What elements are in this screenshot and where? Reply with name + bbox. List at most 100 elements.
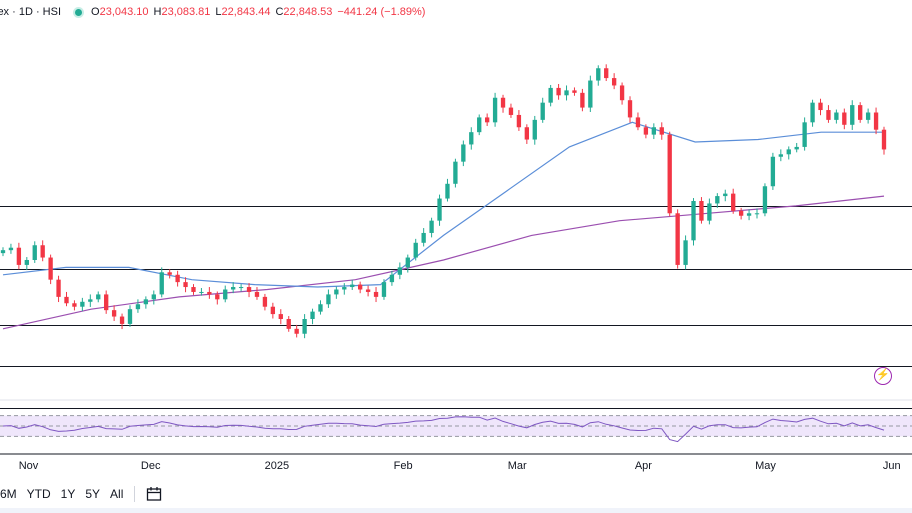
open-value: 23,043.10 [99, 6, 149, 18]
change-value: −441.24 (−1.89%) [337, 6, 426, 18]
candle-body [32, 245, 37, 260]
candle-body [469, 132, 474, 145]
candle-body [770, 156, 776, 187]
candle-body [199, 291, 204, 293]
candle-body [238, 287, 244, 289]
candle-body [405, 257, 410, 268]
candle-body [850, 105, 855, 125]
rsi-pane [0, 399, 912, 455]
range-1y-button[interactable]: 1Y [60, 487, 76, 501]
candle-body [516, 114, 522, 128]
candle-body [175, 274, 180, 283]
range-all-button[interactable]: All [110, 487, 124, 501]
candle-body [40, 245, 45, 258]
candle-body [381, 282, 387, 297]
candle-body [24, 260, 29, 265]
candle-body [135, 304, 141, 310]
candle-body [588, 80, 593, 108]
candle-body [492, 97, 498, 123]
candle-body [80, 301, 85, 307]
candle-body [56, 279, 61, 297]
candle-body [548, 87, 553, 103]
candle-body [651, 127, 656, 135]
candle-body [572, 90, 577, 93]
open-label: O [91, 6, 100, 18]
candle-body [72, 303, 77, 307]
candle-body [826, 110, 831, 120]
candle-body [8, 247, 14, 251]
candle-body [326, 294, 331, 305]
candle-body [421, 232, 426, 243]
range-ytd-button[interactable]: YTD [26, 487, 51, 501]
candle-body [207, 291, 212, 295]
candle-body [167, 272, 172, 275]
candle-body [842, 112, 847, 125]
candle-body [342, 287, 347, 290]
candle-body [532, 119, 537, 140]
x-tick-label: Dec [141, 460, 161, 472]
candle-body [64, 296, 69, 304]
candle-body [334, 289, 339, 295]
ma-slow-line [2, 195, 885, 330]
price-chart[interactable]: Nov Dec 2025 Feb Mar Apr May Jun [0, 0, 912, 480]
candle-body [151, 294, 156, 300]
candle-body [397, 267, 403, 275]
candle-body [873, 112, 879, 130]
candle-body [286, 319, 291, 329]
candle-body [715, 196, 720, 204]
candle-body [731, 193, 736, 211]
x-tick-label: Mar [508, 460, 527, 472]
candle-body [318, 304, 323, 312]
x-tick-label: Nov [19, 460, 39, 472]
calendar-icon[interactable] [145, 485, 163, 503]
x-tick-label: May [755, 460, 776, 472]
candle-body [127, 309, 133, 324]
rsi-line [2, 416, 885, 443]
candle-body [865, 112, 871, 120]
candle-body [794, 146, 799, 150]
candle-body [278, 314, 283, 319]
candle-body [643, 127, 649, 135]
candle-body [143, 299, 149, 305]
candle-body [881, 129, 887, 150]
candle-body [484, 117, 490, 123]
candle-body [508, 107, 514, 115]
candle-body [445, 183, 450, 199]
low-label: L [215, 6, 222, 18]
symbol-title[interactable]: lex · 1D · HSI [0, 6, 62, 18]
candle-body [627, 100, 633, 118]
candle-body [231, 287, 236, 290]
high-value: 23,083.81 [161, 6, 211, 18]
ma-fast-line [2, 121, 884, 288]
candle-body [389, 274, 395, 283]
candle-body [477, 117, 482, 133]
candle-body [556, 87, 561, 96]
low-value: 22,843.44 [221, 6, 271, 18]
candle-body [667, 134, 672, 214]
candle-body [119, 316, 125, 324]
horizontal-levels [0, 206, 912, 409]
candle-body [453, 161, 458, 184]
ma-slow-layer [2, 195, 885, 330]
candle-body [723, 193, 728, 197]
candle-body [675, 213, 680, 265]
candle-body [596, 68, 601, 81]
candle-body [191, 287, 196, 292]
candle-body [429, 220, 434, 233]
candle-body [88, 299, 93, 302]
candle-body [104, 294, 109, 311]
candle-body [413, 242, 418, 258]
range-5y-button[interactable]: 5Y [85, 487, 101, 501]
close-value: 22,848.53 [283, 6, 333, 18]
candle-body [810, 102, 815, 123]
range-toolbar: 6M YTD 1Y 5Y All [0, 480, 912, 508]
range-6m-button[interactable]: 6M [0, 487, 17, 501]
candle-body [223, 289, 228, 300]
lightning-icon[interactable]: ⚡ [874, 367, 892, 385]
candle-body [738, 210, 744, 216]
high-label: H [153, 6, 162, 18]
candle-body [461, 144, 466, 162]
candle-body [858, 105, 863, 120]
candles-layer [0, 64, 887, 339]
candle-body [48, 257, 53, 280]
